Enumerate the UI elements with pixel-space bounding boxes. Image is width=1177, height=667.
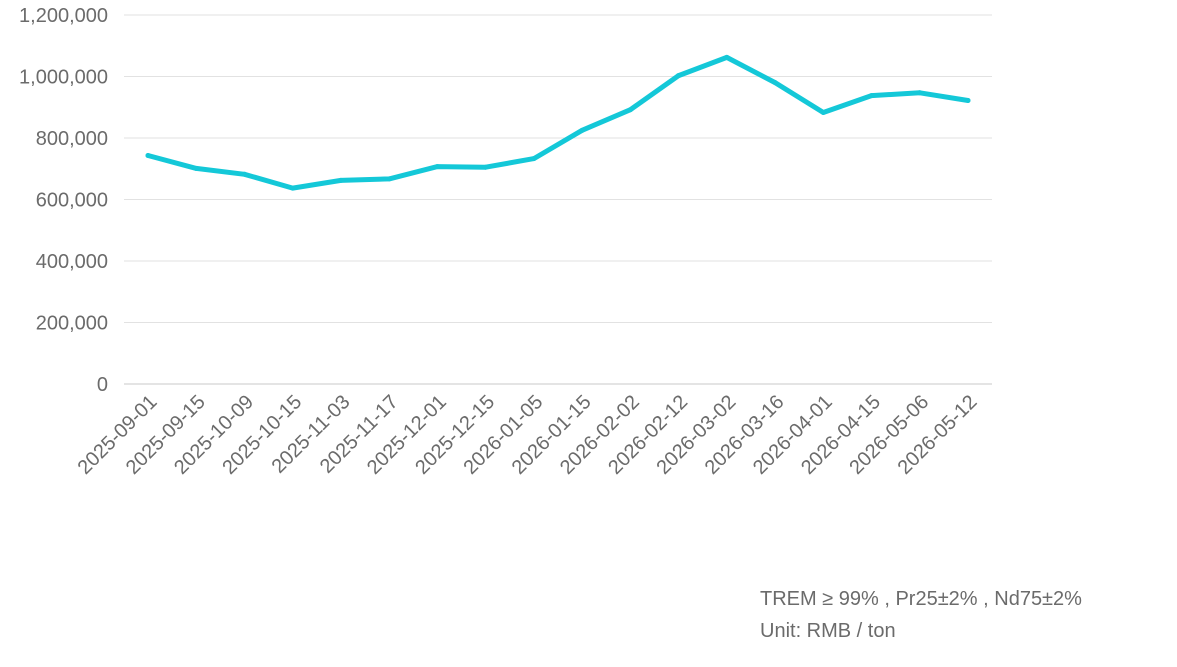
gridlines — [124, 14, 992, 385]
data-point — [483, 164, 489, 170]
data-point — [531, 156, 537, 162]
data-point — [869, 93, 875, 99]
y-tick-label: 600,000 — [36, 190, 108, 212]
data-point — [193, 165, 199, 171]
data-point — [386, 176, 392, 182]
data-point — [579, 127, 585, 133]
spec-note: TREM ≥ 99% , Pr25±2% , Nd75±2% — [760, 588, 1082, 610]
data-point — [145, 153, 151, 159]
y-tick-label: 800,000 — [36, 128, 108, 150]
data-point — [724, 54, 730, 60]
y-tick-label: 200,000 — [36, 313, 108, 335]
y-tick-label: 400,000 — [36, 251, 108, 273]
data-point — [965, 97, 971, 103]
data-point — [820, 109, 826, 115]
data-point — [917, 90, 923, 96]
data-point — [627, 107, 633, 113]
data-point — [338, 177, 344, 183]
data-point — [434, 164, 440, 170]
y-tick-label: 0 — [97, 374, 108, 396]
y-tick-label: 1,200,000 — [19, 5, 108, 27]
data-point — [290, 185, 296, 191]
x-axis-ticks: 2025-09-012025-09-152025-10-092025-10-15… — [74, 391, 982, 479]
series-line — [145, 54, 971, 191]
data-point — [241, 171, 247, 177]
data-point — [676, 73, 682, 79]
y-axis-ticks: 0 200,000 400,000 600,000 800,000 1,000,000 1,… — [19, 5, 108, 396]
y-tick-label: 1,000,000 — [19, 67, 108, 89]
series-layer — [145, 54, 971, 191]
unit-note: Unit: RMB / ton — [760, 620, 896, 642]
data-point — [772, 80, 778, 86]
